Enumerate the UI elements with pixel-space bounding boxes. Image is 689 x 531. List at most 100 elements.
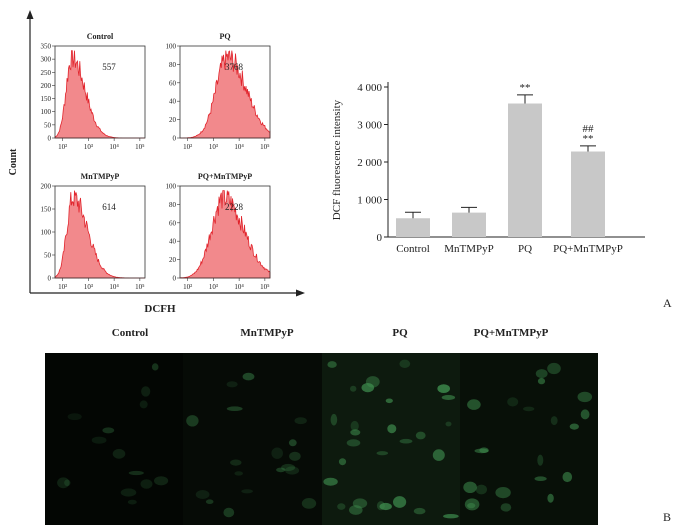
histogram-ytick-label: 200 bbox=[41, 82, 52, 90]
micro-label-pq-mntmpyp: PQ+MnTMPyP bbox=[473, 327, 549, 339]
histogram-ytick-label: 150 bbox=[41, 206, 52, 214]
cell bbox=[547, 362, 561, 375]
cell bbox=[337, 503, 346, 510]
cell bbox=[415, 431, 426, 440]
cell bbox=[399, 359, 411, 368]
micro-label-mntmpyp: MnTMPyP bbox=[240, 327, 294, 339]
cell bbox=[399, 438, 413, 444]
histogram-ytick-label: 150 bbox=[41, 95, 52, 103]
cell bbox=[352, 498, 368, 509]
histogram-ytick-label: 100 bbox=[166, 183, 177, 191]
histogram-xtick-label: 10⁴ bbox=[109, 283, 119, 291]
cell bbox=[535, 369, 548, 379]
bar-2 bbox=[452, 212, 486, 237]
flow-cytometry-figure: Count DCFH Control0501001502002503003501… bbox=[8, 10, 305, 315]
cell bbox=[376, 501, 385, 511]
cell bbox=[443, 514, 459, 519]
micrograph-cells bbox=[57, 359, 593, 519]
x-axis-arrow bbox=[296, 289, 305, 297]
cell bbox=[350, 385, 357, 392]
cell bbox=[562, 471, 573, 483]
histogram-curve bbox=[54, 190, 145, 279]
histogram-xtick-label: 10² bbox=[58, 283, 67, 291]
cell bbox=[475, 484, 487, 495]
bar-chart-ytick-label: 0 bbox=[377, 232, 383, 244]
cell bbox=[437, 384, 451, 393]
histogram-frame bbox=[54, 45, 146, 139]
cell bbox=[413, 507, 426, 515]
histogram-ytick-label: 0 bbox=[173, 135, 177, 143]
cell bbox=[569, 423, 579, 430]
histogram-1: Control 0 50 100 150 200 250 300 350 10² 10³ 10⁴ 10⁵… bbox=[41, 32, 146, 151]
histogram-ytick-label: 0 bbox=[173, 275, 177, 283]
bar-category-label: PQ+MnTMPyP bbox=[553, 243, 623, 255]
cell bbox=[226, 406, 243, 411]
cell bbox=[288, 439, 297, 447]
significance-mark: ** bbox=[520, 82, 531, 94]
cell bbox=[205, 499, 214, 504]
micrograph-control bbox=[45, 353, 183, 525]
histogram-mean-value: 557 bbox=[102, 62, 116, 72]
cell bbox=[289, 451, 301, 461]
cell bbox=[350, 420, 359, 432]
histogram-title: PQ+MnTMPyP bbox=[198, 172, 252, 181]
cell bbox=[577, 391, 593, 403]
cell bbox=[550, 416, 558, 426]
histogram-3: MnTMPyP 0 50 100 150 200 10² 10³ 10⁴ 10⁵ 614 bbox=[41, 172, 146, 291]
cell bbox=[385, 398, 393, 404]
cell bbox=[379, 502, 392, 511]
histogram-ytick-label: 20 bbox=[169, 116, 177, 124]
cell bbox=[346, 439, 361, 447]
cell bbox=[112, 448, 126, 459]
bar-chart-ytick-label: 1 000 bbox=[357, 195, 382, 207]
cell bbox=[276, 467, 286, 473]
histogram-ytick-label: 40 bbox=[169, 98, 177, 106]
cell bbox=[141, 386, 151, 397]
cell bbox=[445, 421, 452, 427]
histogram-2: PQ 0 20 40 60 80 100 10² 10³ 10⁴ 10⁵ 3768 bbox=[166, 32, 271, 151]
cell bbox=[281, 463, 296, 472]
histogram-ytick-label: 100 bbox=[41, 108, 52, 116]
cell bbox=[91, 436, 107, 444]
cell bbox=[64, 479, 71, 487]
histogram-ytick-label: 50 bbox=[44, 121, 52, 129]
cell bbox=[294, 417, 307, 425]
histogram-ytick-label: 80 bbox=[169, 61, 177, 69]
cell bbox=[139, 400, 148, 409]
cell bbox=[301, 498, 317, 509]
cell bbox=[120, 488, 137, 497]
bar-chart-ytick-label: 4 000 bbox=[357, 82, 382, 94]
cell bbox=[537, 377, 546, 385]
cell bbox=[376, 451, 389, 456]
cell bbox=[474, 448, 489, 454]
histogram-curve bbox=[179, 190, 271, 279]
bar-4 bbox=[571, 151, 605, 237]
cell bbox=[507, 397, 519, 407]
histogram-xtick-label: 10³ bbox=[209, 143, 218, 151]
cell bbox=[464, 498, 480, 511]
histogram-xtick-label: 10⁵ bbox=[135, 143, 145, 151]
histogram-xtick-label: 10⁴ bbox=[234, 283, 244, 291]
cell bbox=[323, 477, 338, 486]
histogram-ytick-label: 250 bbox=[41, 69, 52, 77]
cell bbox=[330, 413, 338, 426]
dcfh-axis-label: DCFH bbox=[144, 303, 176, 315]
cell bbox=[338, 458, 347, 466]
cell bbox=[57, 477, 70, 489]
cell bbox=[467, 399, 481, 410]
micrograph-pq-mntmpyp bbox=[460, 353, 598, 525]
cell bbox=[67, 413, 82, 421]
cell bbox=[580, 409, 590, 420]
cell bbox=[151, 363, 159, 371]
cell bbox=[495, 487, 511, 499]
significance-mark: ** bbox=[583, 133, 594, 145]
histogram-xtick-label: 10⁵ bbox=[135, 283, 145, 291]
bar-category-label: Control bbox=[396, 243, 430, 255]
bar-3 bbox=[508, 103, 542, 237]
cell bbox=[223, 507, 235, 518]
cell bbox=[230, 459, 242, 466]
cell bbox=[241, 489, 254, 494]
cell bbox=[537, 454, 544, 466]
histogram-frame bbox=[179, 185, 271, 279]
cell bbox=[242, 372, 255, 381]
